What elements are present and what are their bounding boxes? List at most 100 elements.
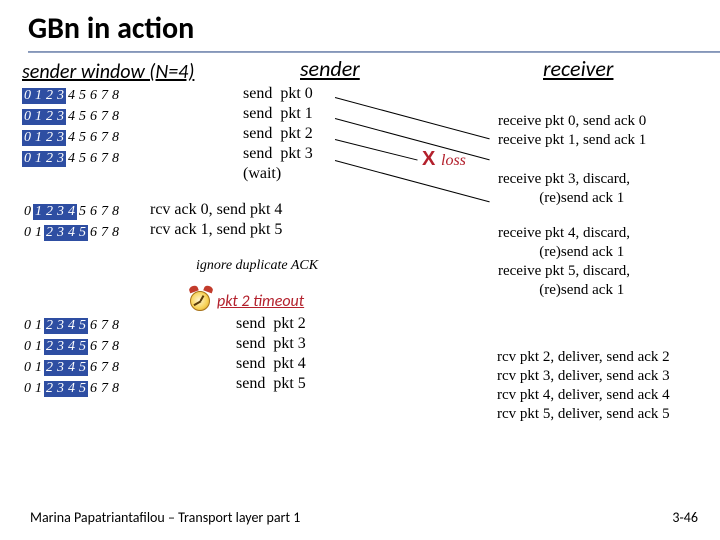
window-cell: 8 [110, 360, 121, 376]
window-cell: 3 [55, 381, 66, 397]
window-cell: 7 [99, 225, 110, 241]
window-cell: 6 [88, 381, 99, 397]
window-row: 012345678 [22, 151, 121, 167]
window-cell: 4 [66, 109, 77, 125]
send-block-2: send pkt 2 send pkt 3 send pkt 4 send pk… [236, 314, 306, 394]
recv-block-1: receive pkt 0, send ack 0 receive pkt 1,… [498, 112, 646, 150]
window-cell: 8 [110, 339, 121, 355]
clock-icon [190, 291, 210, 311]
send-block-1: send pkt 0 send pkt 1 send pkt 2 send pk… [243, 84, 313, 184]
window-cell: 5 [77, 339, 88, 355]
window-cell: 5 [77, 225, 88, 241]
window-cell: 7 [99, 360, 110, 376]
transmission-line [335, 118, 490, 161]
window-cell: 1 [33, 381, 44, 397]
window-cell: 6 [88, 109, 99, 125]
window-cell: 6 [88, 204, 99, 220]
window-cell: 0 [22, 204, 33, 220]
window-cell: 4 [66, 225, 77, 241]
window-row: 012345678 [22, 88, 121, 104]
window-cell: 0 [22, 151, 33, 167]
window-cell: 8 [110, 225, 121, 241]
loss-label: loss [441, 152, 466, 170]
window-cell: 8 [110, 204, 121, 220]
window-cell: 5 [77, 318, 88, 334]
window-cell: 3 [55, 204, 66, 220]
window-cell: 0 [22, 88, 33, 104]
transmission-line [335, 139, 418, 161]
window-cell: 5 [77, 151, 88, 167]
window-cell: 7 [99, 88, 110, 104]
window-cell: 8 [110, 130, 121, 146]
window-cell: 5 [77, 88, 88, 104]
window-cell: 6 [88, 88, 99, 104]
window-cell: 4 [66, 204, 77, 220]
window-cell: 2 [44, 109, 55, 125]
window-cell: 2 [44, 151, 55, 167]
window-cell: 1 [33, 88, 44, 104]
page-number: 3-46 [672, 509, 698, 526]
label-receiver: receiver [543, 55, 613, 82]
recv-block-3: receive pkt 4, discard, (re)send ack 1 r… [498, 224, 630, 300]
window-cell: 4 [66, 130, 77, 146]
transmission-line [335, 160, 490, 203]
window-cell: 3 [55, 339, 66, 355]
window-cell: 8 [110, 318, 121, 334]
recv-block-2: receive pkt 3, discard, (re)send ack 1 [498, 170, 630, 208]
window-row: 012345678 [22, 381, 121, 397]
window-cell: 2 [44, 381, 55, 397]
footer-text: Marina Papatriantafilou – Transport laye… [30, 509, 300, 526]
window-cell: 8 [110, 151, 121, 167]
window-cell: 4 [66, 339, 77, 355]
window-cell: 1 [33, 204, 44, 220]
window-cell: 2 [44, 225, 55, 241]
window-cell: 1 [33, 360, 44, 376]
window-cell: 6 [88, 318, 99, 334]
window-cell: 5 [77, 204, 88, 220]
window-cell: 0 [22, 381, 33, 397]
timeout-text: pkt 2 timeout [217, 292, 304, 311]
window-cell: 0 [22, 360, 33, 376]
window-cell: 4 [66, 318, 77, 334]
window-cell: 3 [55, 130, 66, 146]
window-cell: 7 [99, 151, 110, 167]
window-cell: 6 [88, 360, 99, 376]
window-cell: 7 [99, 339, 110, 355]
window-cell: 2 [44, 130, 55, 146]
window-cell: 1 [33, 130, 44, 146]
x-icon: X [422, 148, 435, 171]
window-cell: 3 [55, 360, 66, 376]
window-cell: 5 [77, 109, 88, 125]
window-cell: 5 [77, 130, 88, 146]
window-cell: 6 [88, 151, 99, 167]
window-cell: 7 [99, 381, 110, 397]
window-cell: 8 [110, 88, 121, 104]
window-cell: 2 [44, 88, 55, 104]
window-cell: 3 [55, 318, 66, 334]
window-row: 012345678 [22, 318, 121, 334]
window-cell: 5 [77, 381, 88, 397]
window-cell: 1 [33, 151, 44, 167]
transmission-line [335, 97, 490, 140]
window-cell: 0 [22, 339, 33, 355]
window-cell: 6 [88, 225, 99, 241]
window-cell: 2 [44, 360, 55, 376]
recv-block-4: rcv pkt 2, deliver, send ack 2 rcv pkt 3… [497, 348, 670, 424]
window-cell: 1 [33, 225, 44, 241]
window-cell: 6 [88, 130, 99, 146]
window-cell: 3 [55, 151, 66, 167]
window-cell: 1 [33, 339, 44, 355]
window-cell: 3 [55, 109, 66, 125]
page-title: GBn in action [28, 10, 720, 47]
window-cell: 7 [99, 318, 110, 334]
window-cell: 8 [110, 381, 121, 397]
window-row: 012345678 [22, 130, 121, 146]
window-cell: 2 [44, 318, 55, 334]
label-sender-window: sender window (N=4) [22, 60, 194, 84]
window-cell: 4 [66, 151, 77, 167]
window-cell: 2 [44, 204, 55, 220]
window-cell: 4 [66, 381, 77, 397]
window-cell: 4 [66, 88, 77, 104]
window-cell: 5 [77, 360, 88, 376]
window-cell: 3 [55, 225, 66, 241]
